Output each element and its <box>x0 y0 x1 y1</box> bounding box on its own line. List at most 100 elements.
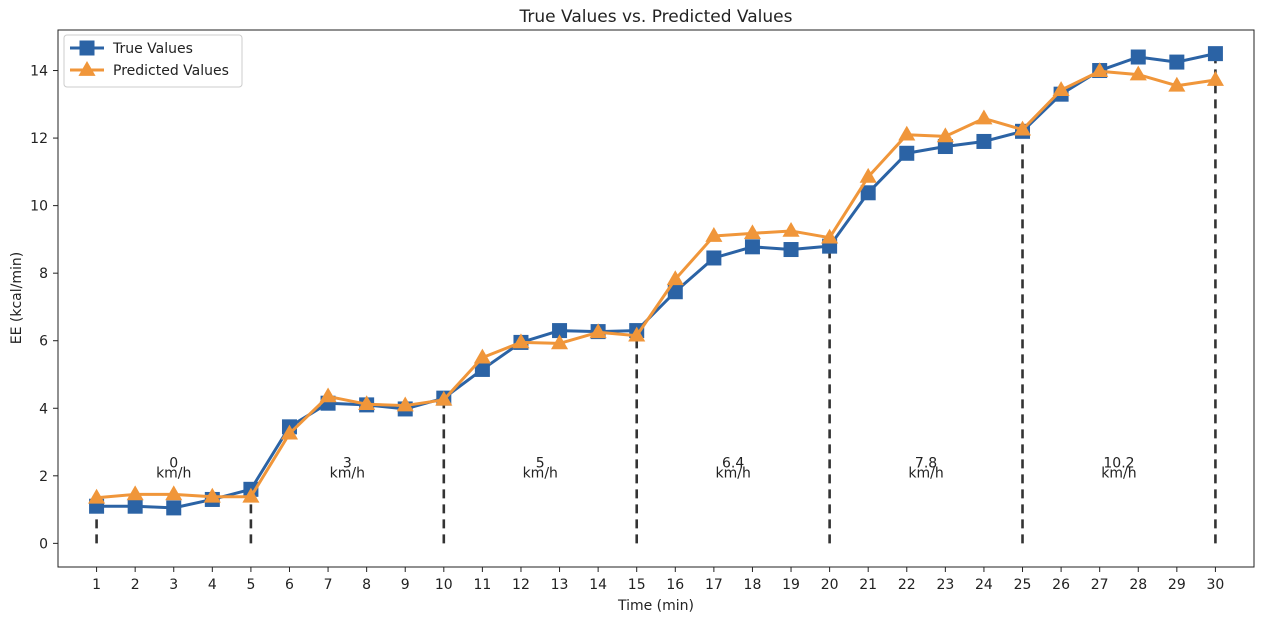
x-tick-label: 20 <box>821 577 839 593</box>
legend-label: True Values <box>112 41 193 57</box>
x-tick-label: 21 <box>859 577 877 593</box>
data-point <box>550 334 569 350</box>
data-point <box>474 361 490 377</box>
y-axis: 0 2 4 6 8 10 12 14 <box>30 64 58 552</box>
data-point <box>589 323 607 339</box>
speed-value: 6.4 <box>722 455 744 471</box>
x-tick-label: 16 <box>666 577 684 593</box>
data-point <box>88 488 106 504</box>
x-tick-label: 18 <box>744 577 762 593</box>
x-tick-label: 23 <box>936 577 954 593</box>
data-point <box>859 167 877 183</box>
data-point <box>242 487 260 503</box>
data-point <box>358 395 376 411</box>
x-tick-label: 25 <box>1014 577 1032 593</box>
x-tick-label: 14 <box>589 577 607 593</box>
speed-unit: km/h <box>523 465 558 481</box>
legend: True Values Predicted Values <box>63 34 243 88</box>
speed-unit: km/h <box>156 465 191 481</box>
x-tick-label: 22 <box>898 577 916 593</box>
data-point <box>512 333 530 349</box>
data-point <box>165 485 183 501</box>
x-tick-label: 19 <box>782 577 800 593</box>
y-tick-label: 4 <box>39 401 48 417</box>
x-tick-label: 12 <box>512 577 530 593</box>
series-layer <box>88 46 1224 516</box>
data-point <box>860 185 876 201</box>
y-axis-label: EE (kcal/min) <box>9 252 25 344</box>
data-point <box>473 348 491 364</box>
y-tick-label: 6 <box>39 334 48 350</box>
x-tick-label: 10 <box>435 577 453 593</box>
x-tick-label: 4 <box>208 577 217 593</box>
data-point <box>898 125 916 141</box>
speed-value: 0 <box>169 455 178 471</box>
data-point <box>396 396 414 412</box>
x-tick-label: 2 <box>131 577 140 593</box>
x-tick-label: 8 <box>362 577 371 593</box>
data-point <box>937 139 953 155</box>
x-tick-label: 26 <box>1052 577 1070 593</box>
data-point <box>628 326 646 342</box>
data-point <box>782 221 800 237</box>
speed-unit: km/h <box>908 465 943 481</box>
data-point <box>667 284 683 300</box>
data-point <box>821 228 839 244</box>
y-tick-label: 14 <box>30 64 48 80</box>
x-tick-label: 24 <box>975 577 993 593</box>
legend-triangle-marker <box>78 61 96 76</box>
legend-entries: True Values Predicted Values <box>70 40 229 79</box>
data-point <box>706 250 722 266</box>
plot-area <box>57 29 1255 568</box>
x-tick-label: 13 <box>551 577 569 593</box>
x-axis: 1 2 3 4 5 6 7 8 9 10 11 12 13 14 15 16 17 18 19 20 21 22 23 24 2… <box>92 567 1224 593</box>
speed-value: 10.2 <box>1103 455 1134 471</box>
x-tick-label: 30 <box>1207 577 1225 593</box>
chart-title: True Values vs. Predicted Values <box>519 7 793 27</box>
data-point <box>936 127 954 143</box>
y-tick-label: 10 <box>30 199 48 215</box>
speed-unit: km/h <box>1101 465 1136 481</box>
data-point <box>1206 70 1224 86</box>
data-point <box>976 133 992 149</box>
data-point <box>126 485 144 501</box>
x-tick-label: 1 <box>92 577 101 593</box>
x-tick-label: 11 <box>473 577 491 593</box>
data-point <box>1052 81 1070 96</box>
legend-box <box>63 34 243 88</box>
y-tick-label: 2 <box>39 469 48 485</box>
x-tick-label: 29 <box>1168 577 1186 593</box>
data-point <box>166 500 182 516</box>
data-point <box>1169 54 1185 70</box>
data-point <box>1129 65 1147 81</box>
x-tick-label: 9 <box>401 577 410 593</box>
speed-value: 5 <box>536 455 545 471</box>
x-tick-label: 5 <box>246 577 255 593</box>
data-point <box>280 424 299 440</box>
series-line <box>96 69 1216 500</box>
data-point <box>975 109 993 125</box>
speed-value: 3 <box>343 455 352 471</box>
data-point <box>705 227 723 242</box>
data-point <box>552 323 568 339</box>
legend-square-marker <box>79 40 95 56</box>
data-point <box>783 242 799 258</box>
speed-unit: km/h <box>330 465 365 481</box>
x-tick-label: 15 <box>628 577 646 593</box>
y-tick-label: 0 <box>39 536 48 552</box>
data-point <box>1168 76 1186 92</box>
data-point <box>743 224 762 240</box>
x-axis-label: Time (min) <box>617 598 694 614</box>
data-point <box>1207 46 1223 62</box>
x-tick-label: 28 <box>1129 577 1147 593</box>
data-point <box>899 145 915 161</box>
data-point <box>127 498 143 514</box>
data-point <box>1091 62 1109 78</box>
data-point <box>319 387 337 403</box>
speed-value: 7.8 <box>915 455 937 471</box>
y-tick-label: 8 <box>39 266 48 282</box>
data-point <box>744 239 760 255</box>
data-point <box>435 390 453 406</box>
